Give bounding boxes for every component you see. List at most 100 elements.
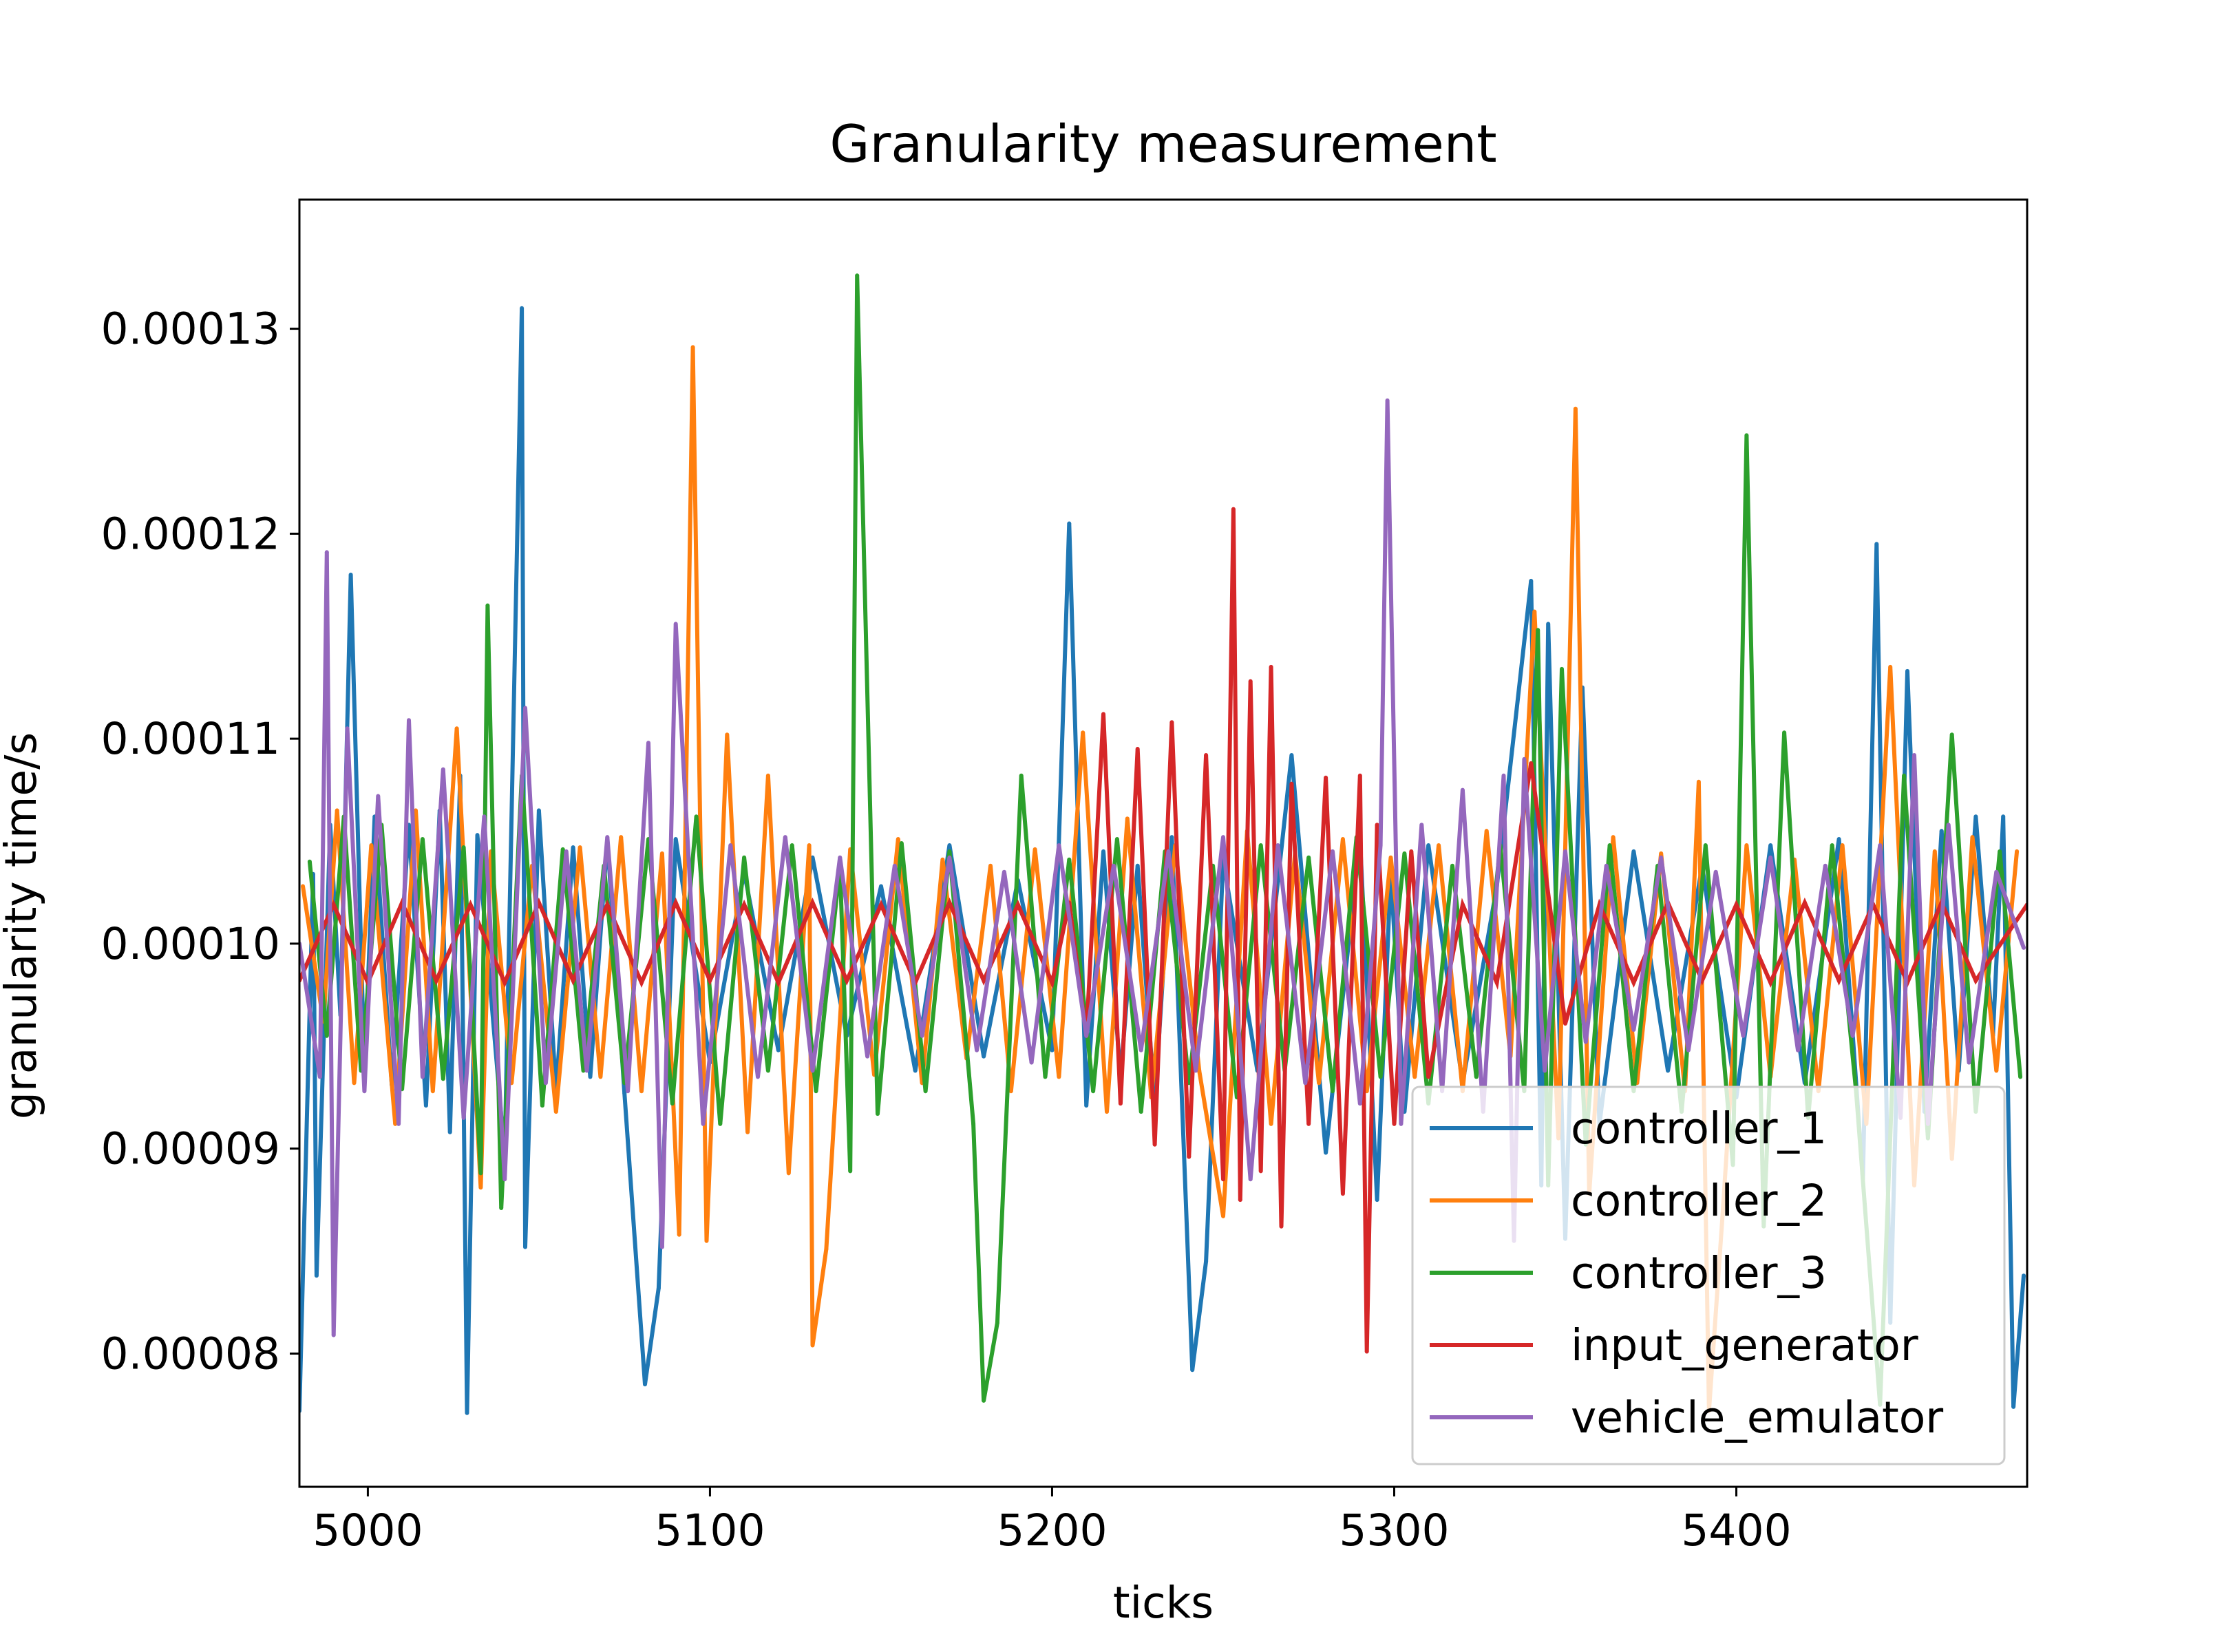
data-point <box>982 1054 986 1059</box>
data-point <box>1101 712 1105 717</box>
data-point <box>1135 863 1140 868</box>
data-point <box>1378 843 1383 847</box>
data-point <box>1460 787 1465 792</box>
data-point <box>393 1121 398 1126</box>
data-point <box>1190 1368 1195 1373</box>
data-point <box>520 306 525 310</box>
data-point <box>502 1177 507 1182</box>
data-point <box>913 1068 918 1073</box>
data-point <box>1741 1033 1746 1038</box>
data-point <box>578 845 582 849</box>
data-point <box>975 1048 979 1052</box>
data-point <box>742 855 747 860</box>
data-point <box>2022 1273 2026 1278</box>
legend-label: controller_2 <box>1571 1176 1827 1226</box>
data-point <box>1114 837 1119 841</box>
data-point <box>1631 1028 1636 1032</box>
data-point <box>673 837 678 841</box>
data-point <box>1194 1068 1198 1073</box>
data-point <box>1970 835 1975 840</box>
data-point <box>1412 1074 1417 1079</box>
data-point <box>1946 823 1951 827</box>
data-point <box>523 706 527 710</box>
data-point <box>988 863 993 868</box>
data-point <box>1563 849 1567 854</box>
data-point <box>947 849 952 854</box>
data-point <box>776 1048 781 1052</box>
data-point <box>362 1089 367 1094</box>
data-point <box>626 1089 631 1094</box>
data-point <box>1303 1081 1308 1086</box>
y-tick-label: 0.00009 <box>100 1124 280 1174</box>
data-point <box>1139 1048 1143 1052</box>
data-point <box>896 837 900 841</box>
data-point <box>1782 730 1787 735</box>
data-point <box>1426 843 1431 847</box>
data-point <box>1888 664 1893 669</box>
data-point <box>1231 507 1236 511</box>
data-point <box>1084 1103 1089 1108</box>
data-point <box>331 1333 336 1337</box>
data-point <box>1874 542 1879 547</box>
data-point <box>728 843 733 847</box>
data-point <box>588 1074 593 1079</box>
data-point <box>571 845 575 849</box>
plot-area: 5000 5100 5200 5300 5400 0.00008 0.00009 0.0001… <box>100 198 2029 1556</box>
data-point <box>765 1068 770 1073</box>
legend-label: vehicle_emulator <box>1571 1392 1943 1443</box>
data-point <box>564 849 569 854</box>
data-point <box>855 273 860 278</box>
data-point <box>1118 1101 1123 1106</box>
data-point <box>756 1074 760 1079</box>
data-point <box>1836 978 1841 983</box>
data-point <box>1543 1068 1547 1073</box>
data-point <box>673 622 678 626</box>
data-point <box>499 1206 504 1210</box>
data-point <box>745 1130 750 1134</box>
data-point <box>307 859 312 864</box>
data-point <box>1169 835 1174 840</box>
data-point <box>1450 863 1454 868</box>
data-point <box>1324 775 1328 780</box>
data-point <box>619 835 624 840</box>
data-point <box>317 1074 322 1079</box>
data-point <box>920 1033 924 1038</box>
data-point <box>1357 1101 1362 1106</box>
data-point <box>810 1068 815 1073</box>
data-point <box>1768 843 1773 847</box>
data-point <box>659 851 664 856</box>
data-point <box>899 841 904 845</box>
data-point <box>718 1121 723 1126</box>
data-point <box>543 1081 548 1086</box>
data-point <box>824 1247 829 1251</box>
data-point <box>1152 1142 1157 1147</box>
data-point <box>1560 666 1564 671</box>
data-point <box>1696 779 1701 784</box>
data-point <box>786 1171 791 1176</box>
data-point <box>1768 980 1773 985</box>
data-point <box>656 1286 661 1291</box>
data-point <box>1269 664 1273 669</box>
data-point <box>461 1116 466 1120</box>
data-point <box>420 1074 425 1079</box>
data-point <box>1604 863 1609 868</box>
data-point <box>1385 398 1390 403</box>
data-point <box>536 808 541 813</box>
data-point <box>1666 1068 1671 1073</box>
data-point <box>1340 837 1345 841</box>
data-point <box>1840 843 1845 847</box>
data-point <box>1611 835 1616 840</box>
data-point <box>1522 756 1527 761</box>
data-point <box>1269 1121 1273 1126</box>
data-point <box>1050 1048 1055 1052</box>
data-point <box>468 902 473 907</box>
data-point <box>2001 814 2006 819</box>
data-point <box>1331 1089 1335 1094</box>
data-point <box>407 718 411 723</box>
data-point <box>345 726 350 731</box>
data-point <box>639 1089 644 1094</box>
data-point <box>814 1089 818 1094</box>
data-point <box>1768 855 1773 860</box>
data-point <box>1289 781 1294 786</box>
